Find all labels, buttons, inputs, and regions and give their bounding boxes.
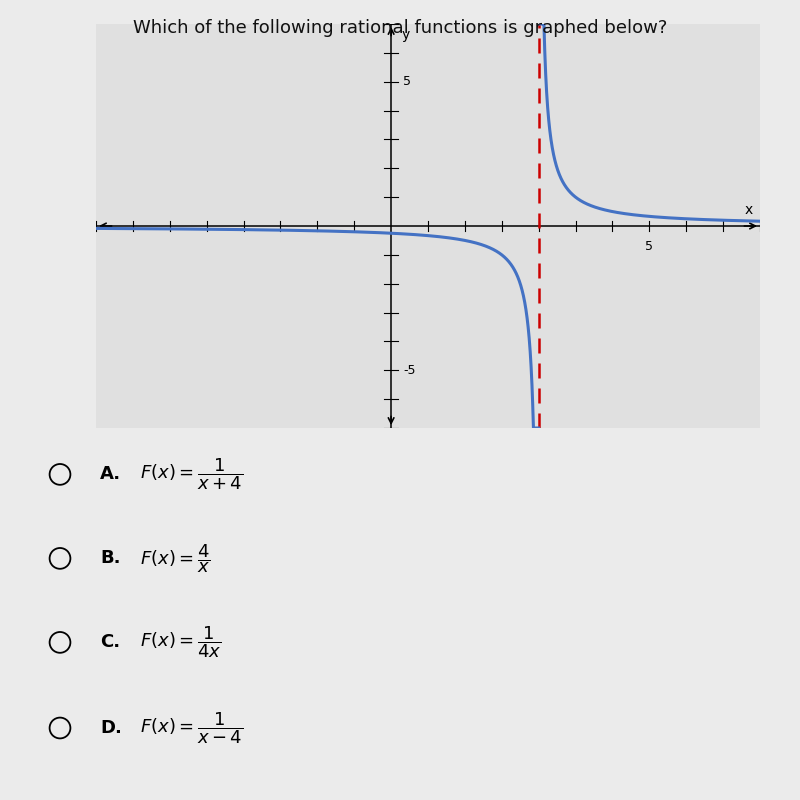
Text: -5: -5 xyxy=(403,364,415,377)
Text: C.: C. xyxy=(100,634,120,651)
Text: $F(x) = \dfrac{1}{4x}$: $F(x) = \dfrac{1}{4x}$ xyxy=(140,625,222,660)
Text: D.: D. xyxy=(100,719,122,737)
Text: A.: A. xyxy=(100,466,121,483)
Text: Which of the following rational functions is graphed below?: Which of the following rational function… xyxy=(133,19,667,37)
Text: B.: B. xyxy=(100,550,121,567)
Text: $F(x) = \dfrac{1}{x - 4}$: $F(x) = \dfrac{1}{x - 4}$ xyxy=(140,710,243,746)
Text: $F(x) = \dfrac{4}{x}$: $F(x) = \dfrac{4}{x}$ xyxy=(140,542,210,574)
Text: 5: 5 xyxy=(646,241,654,254)
Text: $F(x) = \dfrac{1}{x + 4}$: $F(x) = \dfrac{1}{x + 4}$ xyxy=(140,457,243,492)
Text: 5: 5 xyxy=(403,75,411,88)
Text: x: x xyxy=(744,202,753,217)
Text: y: y xyxy=(402,28,410,42)
